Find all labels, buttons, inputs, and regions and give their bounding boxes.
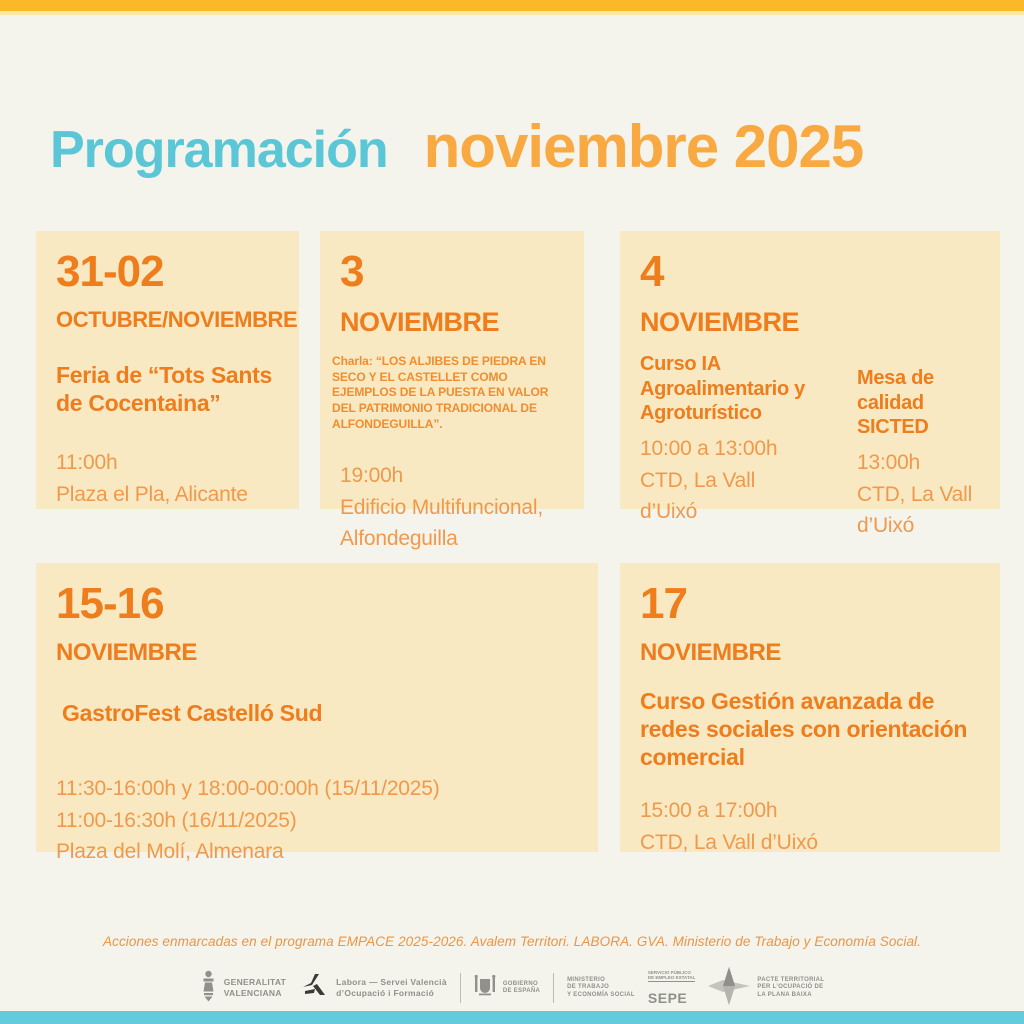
event-description: Charla: “LOS ALJIBES DE PIEDRA EN SECO Y… (332, 354, 549, 431)
session-location-line2: d’Uixó (857, 514, 915, 538)
event-day: 3 (340, 247, 364, 296)
ministerio-trabajo-logo: MINISTERIO DE TRABAJO Y ECONOMÍA SOCIAL (567, 977, 635, 1000)
event-title: GastroFest Castelló Sud (62, 700, 323, 727)
event-sessions: Curso IA Agroalimentario y Agroturístico… (640, 352, 992, 542)
session-details: 10:00 a 13:00h CTD, La Vall d’Uixó (640, 433, 837, 528)
gva-line1: GENERALITAT (223, 977, 287, 988)
session-location-line1: CTD, La Vall (640, 468, 756, 492)
event-time-line1: 11:30-16:00h y 18:00-00:00h (15/11/2025) (56, 777, 440, 801)
labora-logo: Labora — Servei Valencià d’Ocupació i Fo… (299, 971, 447, 1006)
labora-line2: d’Ocupació i Formació (336, 988, 435, 998)
event-location-line2: Alfondeguilla (340, 527, 458, 551)
gva-logo: GENERALITAT VALENCIANA (200, 970, 286, 1007)
title-month: noviembre 2025 (423, 113, 865, 180)
event-location-line1: Edificio Multifuncional, (340, 495, 543, 519)
pacte-line2: PER L’OCUPACIÓ DE (757, 984, 824, 991)
sepe-top-text: SERVICIO PÚBLICO DE EMPLEO ESTATAL (647, 969, 696, 983)
session-mesa-sicted: Mesa de calidad SICTED 13:00h CTD, La Va… (857, 352, 992, 542)
event-day: 4 (640, 247, 664, 296)
event-day: 31-02 (56, 247, 165, 296)
ministerio-line2: DE TRABAJO (567, 984, 610, 991)
event-time: 19:00h (340, 464, 404, 488)
logo-divider (553, 973, 555, 1003)
pacte-line3: LA PLANA BAIXA (757, 991, 812, 998)
gobierno-line1: GOBIERNO (502, 980, 538, 987)
gva-emblem-icon (200, 970, 217, 1007)
labora-line1: Labora — Servei Valencià (336, 977, 447, 988)
event-location: CTD, La Vall d’Uixó (640, 830, 818, 854)
event-month: NOVIEMBRE (640, 307, 800, 338)
event-month: OCTUBRE/NOVIEMBRE (56, 307, 298, 333)
sepe-top2: DE EMPLEO ESTATAL (647, 975, 696, 980)
gobierno-espana-text: GOBIERNO DE ESPAÑA (503, 981, 540, 996)
event-month: NOVIEMBRE (340, 307, 500, 338)
session-time: 13:00h (857, 451, 921, 475)
event-title: Curso Gestión avanzada de redes sociales… (640, 688, 968, 771)
gobierno-line2: DE ESPAÑA (502, 988, 541, 994)
page-title: Programación noviembre 2025 (50, 112, 865, 181)
event-details: 19:00h Edificio Multifuncional, Alfondeg… (340, 460, 570, 555)
event-card-gastrofest: 15-16 NOVIEMBRE GastroFest Castelló Sud … (36, 563, 598, 863)
footer-program-note: Acciones enmarcadas en el programa EMPAC… (102, 934, 922, 949)
bottom-accent-bar (0, 1011, 1024, 1024)
event-card-charla-aljibes: 3 NOVIEMBRE Charla: “LOS ALJIBES DE PIED… (320, 231, 584, 550)
event-location: Plaza del Molí, Almenara (56, 840, 284, 864)
event-card-4-noviembre: 4 NOVIEMBRE Curso IA Agroalimentario y A… (620, 231, 1000, 537)
event-time: 15:00 a 17:00h (640, 799, 778, 823)
pacte-text: PACTE TERRITORIAL PER L’OCUPACIÓ DE LA P… (757, 977, 824, 1000)
ministerio-line1: MINISTERIO (567, 976, 606, 983)
session-title: Curso IA Agroalimentario y Agroturístico (640, 353, 805, 424)
session-location-line1: CTD, La Vall (857, 482, 973, 506)
event-card-feria-tots-sants: 31-02 OCTUBRE/NOVIEMBRE Feria de “Tots S… (36, 231, 299, 509)
event-day: 17 (640, 579, 688, 628)
gva-line2: VALENCIANA (223, 988, 282, 998)
ministerio-line3: Y ECONOMÍA SOCIAL (567, 991, 635, 998)
sepe-label: SEPE (647, 990, 688, 1007)
session-title: Mesa de calidad SICTED (857, 367, 934, 438)
event-month: NOVIEMBRE (56, 639, 197, 667)
event-card-curso-redes: 17 NOVIEMBRE Curso Gestión avanzada de r… (620, 563, 1000, 854)
event-details: 11:30-16:00h y 18:00-00:00h (15/11/2025)… (56, 773, 584, 868)
pacte-territorial-logo: PACTE TERRITORIAL PER L’OCUPACIÓ DE LA P… (708, 966, 824, 1010)
gobierno-espana-crest-icon (474, 974, 496, 1003)
labora-logo-text: Labora — Servei Valencià d’Ocupació i Fo… (336, 977, 447, 998)
gva-logo-text: GENERALITAT VALENCIANA (224, 977, 286, 998)
logo-divider (459, 973, 461, 1003)
session-time: 10:00 a 13:00h (640, 437, 778, 461)
session-details: 13:00h CTD, La Vall d’Uixó (857, 447, 992, 542)
sepe-top1: SERVICIO PÚBLICO (647, 969, 691, 975)
event-details: 11:00h Plaza el Pla, Alicante (56, 447, 285, 510)
labora-glyph-icon (299, 971, 329, 1006)
event-time-line2: 11:00-16:30h (16/11/2025) (56, 808, 297, 832)
pacte-diamond-icon (708, 966, 751, 1010)
event-time: 11:00h (56, 451, 118, 475)
session-curso-ia: Curso IA Agroalimentario y Agroturístico… (640, 352, 837, 542)
event-month: NOVIEMBRE (640, 639, 781, 667)
event-location: Plaza el Pla, Alicante (56, 482, 248, 506)
event-day: 15-16 (56, 579, 165, 628)
session-location-line2: d’Uixó (640, 500, 698, 524)
ministerio-text: MINISTERIO DE TRABAJO Y ECONOMÍA SOCIAL (567, 977, 635, 1000)
institutional-logo-strip: GENERALITAT VALENCIANA Labora — Servei V… (0, 966, 1024, 1010)
event-title: Feria de “Tots Sants de Cocentaina” (56, 362, 272, 417)
top-accent-bar-fade (0, 11, 1024, 15)
event-details: 15:00 a 17:00h CTD, La Vall d’Uixó (640, 795, 986, 858)
sepe-logo: SERVICIO PÚBLICO DE EMPLEO ESTATAL SEPE (647, 969, 696, 1007)
top-accent-bar (0, 0, 1024, 11)
title-program: Programación (50, 121, 389, 179)
pacte-line1: PACTE TERRITORIAL (757, 976, 825, 983)
gobierno-espana-logo: GOBIERNO DE ESPAÑA (474, 974, 540, 1003)
